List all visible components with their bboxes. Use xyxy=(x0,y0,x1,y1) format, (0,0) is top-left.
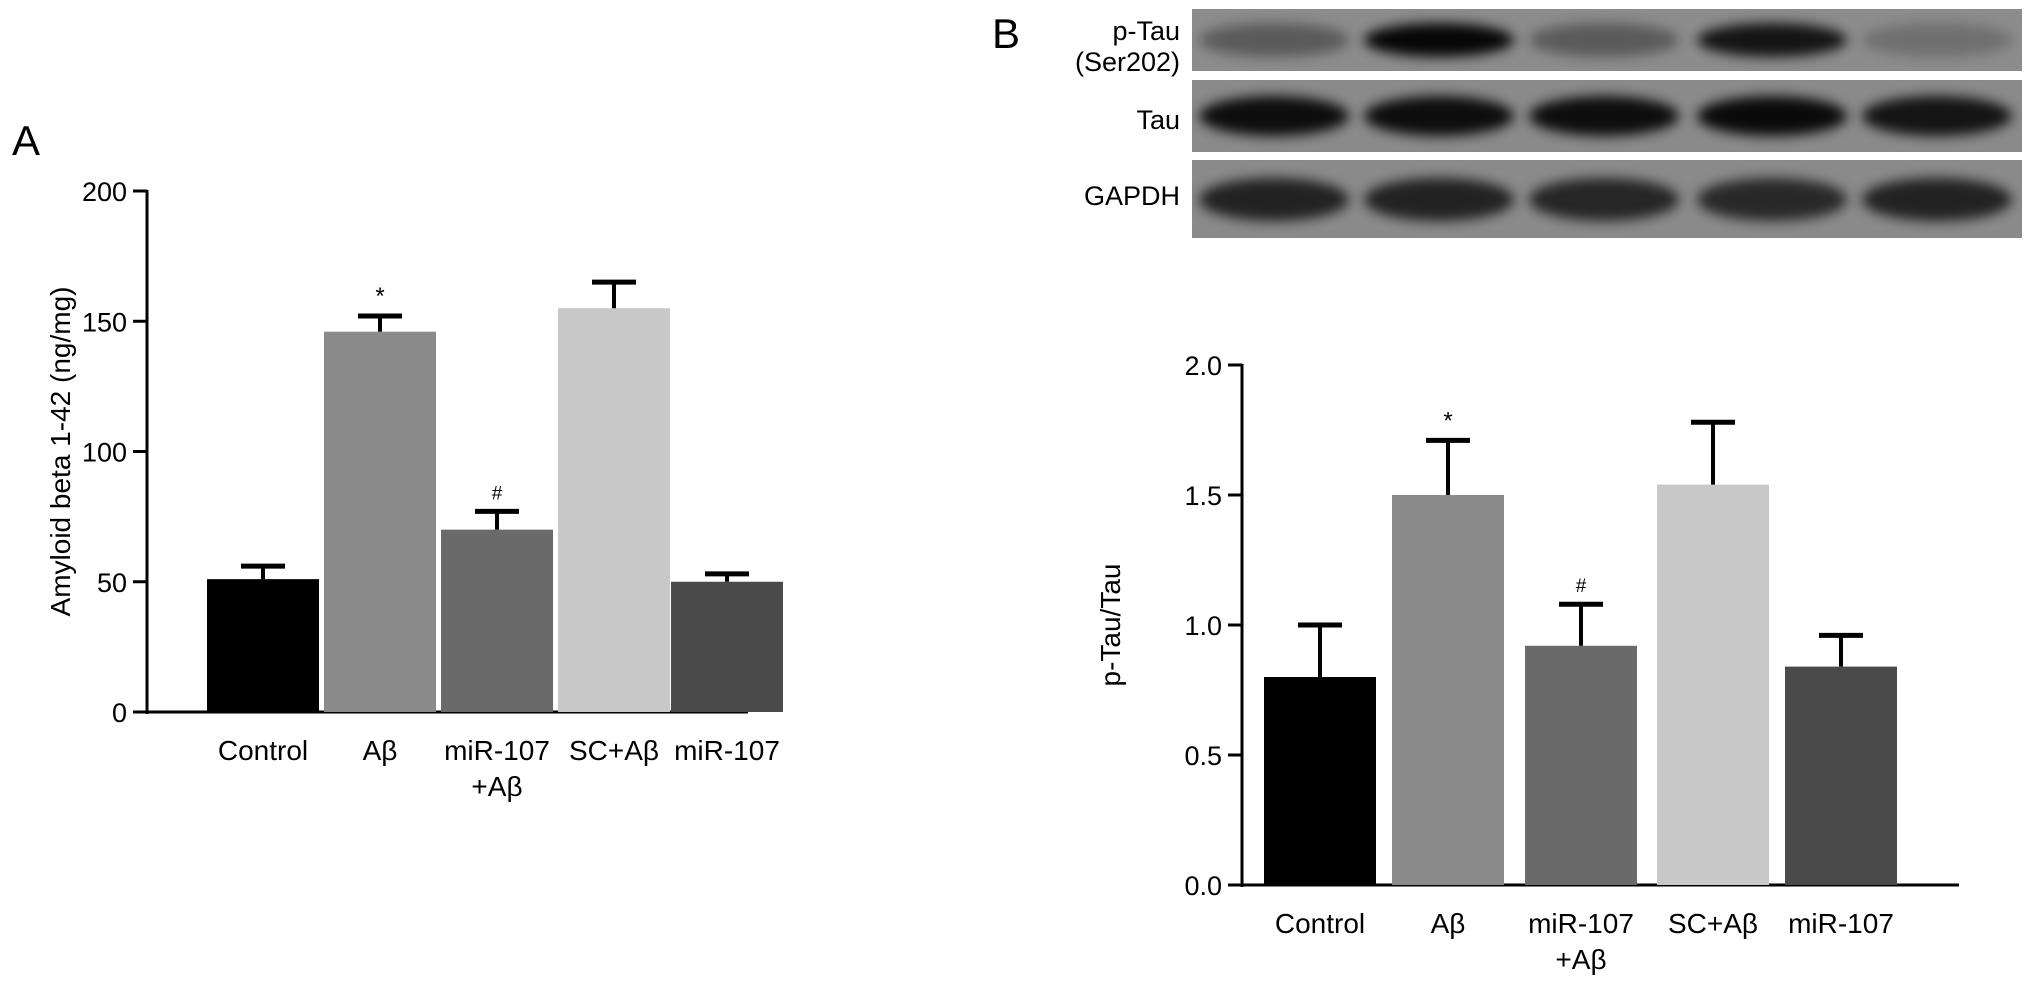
bar-b-3 xyxy=(1657,484,1769,885)
y-tick-label: 2.0 xyxy=(1184,351,1222,381)
blot-band xyxy=(1529,23,1679,57)
blot-band xyxy=(1199,23,1349,57)
y-tick-label: 0.5 xyxy=(1184,741,1222,771)
x-tick-label: SC+Aβ xyxy=(1668,908,1758,939)
blot-row-label: GAPDH xyxy=(1084,181,1180,212)
blot-band xyxy=(1697,23,1847,57)
bar-b-0 xyxy=(1264,677,1376,885)
x-tick-label: Control xyxy=(1275,908,1365,939)
panel-b-label: B xyxy=(992,10,1020,57)
blot-band xyxy=(1529,178,1679,221)
x-tick-label: Aβ xyxy=(363,735,398,766)
x-tick-label: miR-107 xyxy=(1528,908,1634,939)
blot-band xyxy=(1364,96,1514,136)
x-tick-label: miR-107 xyxy=(444,735,550,766)
y-tick-label: 50 xyxy=(97,568,127,598)
blot-band xyxy=(1697,96,1847,136)
significance-mark: # xyxy=(1576,576,1587,597)
blot-band xyxy=(1364,23,1514,57)
blot-row-label-line: GAPDH xyxy=(1083,180,1180,211)
y-axis-label: p-Tau/Tau xyxy=(1095,564,1126,687)
x-tick-label: miR-107 xyxy=(1788,908,1894,939)
y-axis-label: Amyloid beta 1-42 (ng/mg) xyxy=(45,287,76,617)
y-tick-label: 0 xyxy=(112,698,127,728)
x-tick-label: miR-107 xyxy=(674,735,780,766)
bar-a-2 xyxy=(441,529,553,712)
x-tick-label: Aβ xyxy=(1431,908,1466,939)
y-tick-label: 150 xyxy=(82,307,127,337)
blot-strip xyxy=(1192,9,2022,71)
blot-row-label-line: Tau xyxy=(1136,104,1180,135)
blot-row-label: p-Tau (Ser202) xyxy=(1075,16,1180,78)
bar-a-3 xyxy=(558,308,670,712)
chart-b-plot: 0.0 0.5 1.0 1.5 2.0 p-Tau/Tau Control * Aβ # miR-1… xyxy=(1095,351,1959,975)
y-tick-label: 1.5 xyxy=(1184,481,1222,511)
blot-strip xyxy=(1192,160,2022,238)
bar-a-1 xyxy=(324,331,436,712)
bar-b-2 xyxy=(1525,645,1637,885)
bar-b-4 xyxy=(1785,666,1897,885)
x-tick-label: SC+Aβ xyxy=(569,735,659,766)
blot-band xyxy=(1862,96,2012,136)
significance-mark: * xyxy=(375,283,384,310)
blot-band xyxy=(1862,23,2012,57)
bar-b-1 xyxy=(1392,495,1504,885)
bar-a-4 xyxy=(671,581,783,712)
blot-row-label-line: p-Tau xyxy=(1112,16,1180,46)
y-tick-label: 1.0 xyxy=(1184,611,1222,641)
chart-a-plot: 0 50 100 150 200 Amyloid beta 1-42 (ng/mg) Con… xyxy=(45,177,783,802)
bar-a-0 xyxy=(207,579,319,712)
y-tick-label: 100 xyxy=(82,438,127,468)
blot-row-label-line: (Ser202) xyxy=(1074,47,1180,77)
y-tick-label: 0.0 xyxy=(1184,871,1222,901)
significance-mark: # xyxy=(492,483,503,504)
blot-band xyxy=(1529,96,1679,136)
blot-band xyxy=(1364,178,1514,221)
significance-mark: * xyxy=(1443,407,1452,434)
blot-band xyxy=(1697,178,1847,221)
blot-band xyxy=(1862,178,2012,221)
blot-strip xyxy=(1192,80,2022,152)
panel-a-label: A xyxy=(12,117,40,164)
y-tick-label: 200 xyxy=(82,177,127,207)
x-tick-label: Control xyxy=(218,735,308,766)
x-tick-label: +Aβ xyxy=(471,771,522,802)
blot-band xyxy=(1199,96,1349,136)
blot-row-label: Tau xyxy=(1136,105,1180,136)
x-tick-label: +Aβ xyxy=(1555,944,1606,975)
blot-band xyxy=(1199,178,1349,221)
